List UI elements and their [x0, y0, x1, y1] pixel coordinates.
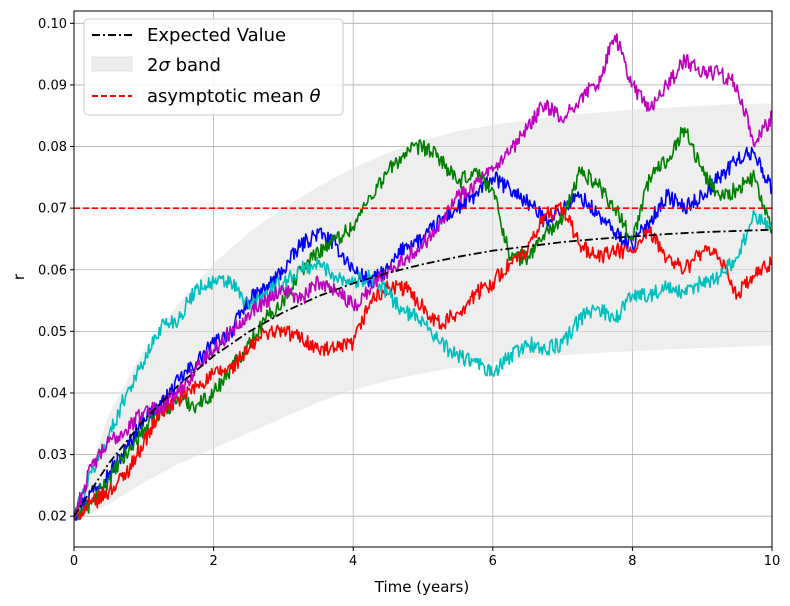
expected-value-line [74, 228, 772, 517]
y-tick-label: 0.06 [38, 263, 67, 278]
legend-expected-label: Expected Value [147, 25, 286, 46]
y-tick-label: 0.09 [38, 78, 67, 93]
x-tick-label: 10 [764, 554, 781, 569]
x-tick-label: 4 [349, 554, 357, 569]
series-line-5 [74, 33, 772, 517]
x-tick-label: 2 [209, 554, 217, 569]
y-tick-label: 0.08 [38, 140, 67, 155]
x-tick-label: 8 [628, 554, 636, 569]
series-line-2 [74, 126, 772, 521]
axes-frame [73, 10, 773, 548]
series-group [74, 33, 772, 523]
series-line-3 [74, 201, 772, 521]
legend: Expected Value 2σ band asymptotic mean θ [83, 18, 344, 116]
legend-band-swatch [91, 56, 133, 72]
y-tick-label: 0.07 [38, 202, 67, 217]
x-axis-label: Time (years) [374, 578, 469, 596]
y-tick-label: 0.03 [38, 448, 67, 463]
y-tick-label: 0.02 [38, 510, 67, 525]
legend-mean-label: asymptotic mean θ [147, 86, 321, 107]
legend-band-label: 2σ band [147, 55, 221, 76]
y-tick-label: 0.04 [38, 386, 67, 401]
x-tick-label: 6 [489, 554, 497, 569]
y-tick-label: 0.05 [38, 325, 67, 340]
x-tick-label: 0 [70, 554, 78, 569]
y-tick-label: 0.10 [38, 17, 67, 32]
series-line-1 [74, 146, 772, 522]
series-line-4 [74, 209, 772, 517]
y-axis-label: r [10, 273, 28, 280]
legend-frame [83, 18, 344, 116]
